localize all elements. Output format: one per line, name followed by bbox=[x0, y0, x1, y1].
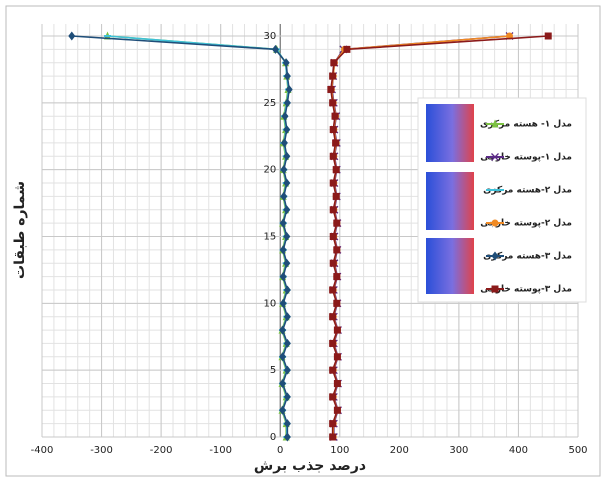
marker bbox=[330, 180, 337, 187]
y-tick-label: 5 bbox=[270, 365, 276, 376]
model-image bbox=[426, 104, 474, 162]
x-tick-label: -300 bbox=[90, 445, 113, 456]
x-axis-title: درصد جذب برش bbox=[254, 458, 366, 474]
marker bbox=[327, 86, 334, 93]
y-tick-label: 15 bbox=[263, 232, 276, 243]
marker bbox=[329, 434, 336, 441]
marker bbox=[330, 59, 337, 66]
model-image bbox=[426, 172, 474, 230]
marker bbox=[329, 367, 336, 374]
marker bbox=[492, 286, 499, 293]
x-tick-label: 300 bbox=[449, 445, 468, 456]
marker bbox=[329, 73, 336, 80]
chart: -400 -300 -200 -100 0 100 200 300 400 500 0 5 10 15 20… bbox=[0, 0, 608, 484]
marker bbox=[333, 220, 340, 227]
marker bbox=[329, 313, 336, 320]
marker bbox=[334, 407, 341, 414]
marker bbox=[329, 99, 336, 106]
marker bbox=[330, 126, 337, 133]
marker bbox=[334, 327, 341, 334]
marker bbox=[332, 139, 339, 146]
x-tick-label: 500 bbox=[568, 445, 587, 456]
x-tick-label: -100 bbox=[209, 445, 232, 456]
x-tick-label: -400 bbox=[31, 445, 54, 456]
y-tick-label: 25 bbox=[263, 98, 276, 109]
marker bbox=[333, 166, 340, 173]
y-tick-label: 10 bbox=[263, 298, 276, 309]
x-tick-label: 0 bbox=[277, 445, 283, 456]
marker bbox=[343, 46, 350, 53]
marker bbox=[330, 260, 337, 267]
x-tick-label: -200 bbox=[150, 445, 173, 456]
marker bbox=[333, 300, 340, 307]
marker bbox=[330, 153, 337, 160]
y-tick-label: 30 bbox=[263, 31, 276, 42]
x-tick-label: 100 bbox=[330, 445, 349, 456]
y-axis-title: شماره طبقات bbox=[12, 181, 28, 279]
y-tick-label: 0 bbox=[270, 432, 276, 443]
marker bbox=[334, 353, 341, 360]
marker bbox=[330, 206, 337, 213]
marker bbox=[329, 286, 336, 293]
marker bbox=[330, 233, 337, 240]
marker bbox=[545, 33, 552, 40]
marker bbox=[333, 193, 340, 200]
marker bbox=[332, 113, 339, 120]
marker bbox=[329, 420, 336, 427]
x-tick-label: 400 bbox=[509, 445, 528, 456]
x-tick-label: 200 bbox=[390, 445, 409, 456]
marker bbox=[329, 340, 336, 347]
marker bbox=[492, 220, 499, 227]
marker bbox=[333, 273, 340, 280]
model-image bbox=[426, 238, 474, 294]
marker bbox=[334, 380, 341, 387]
marker bbox=[329, 393, 336, 400]
marker bbox=[333, 246, 340, 253]
y-tick-label: 20 bbox=[263, 165, 276, 176]
